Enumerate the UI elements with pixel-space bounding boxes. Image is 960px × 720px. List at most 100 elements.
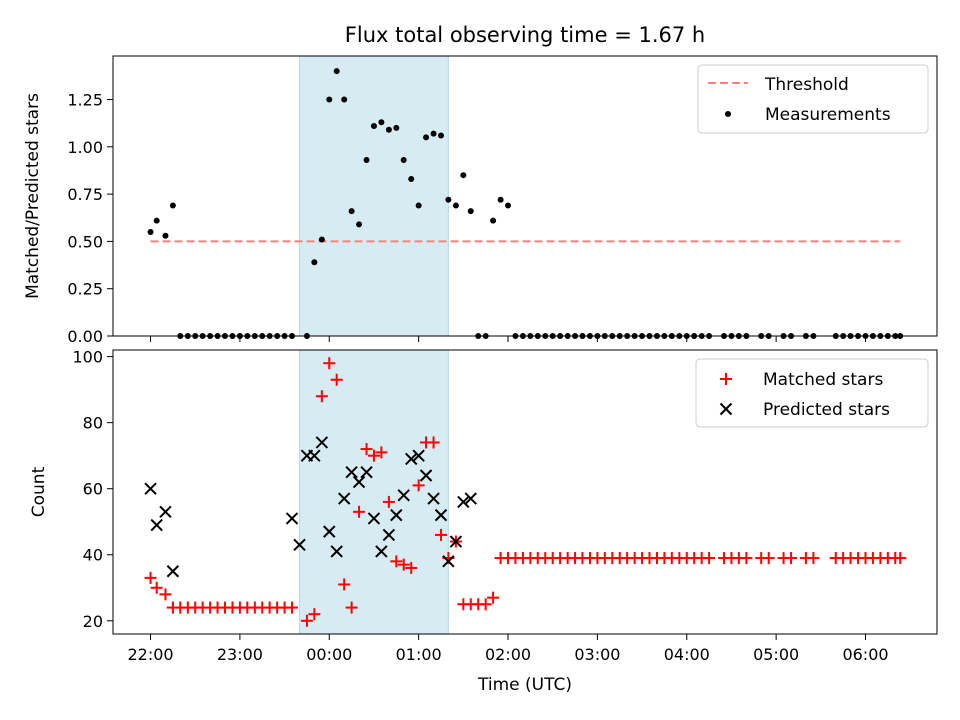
measurement-point bbox=[497, 196, 504, 203]
predicted-star-point bbox=[397, 489, 410, 502]
measurement-point bbox=[147, 228, 154, 235]
matched-star-point bbox=[367, 449, 380, 462]
matched-legend-swatch bbox=[720, 373, 732, 385]
bottom-x-tick-label: 06:00 bbox=[842, 645, 888, 664]
matched-star-point bbox=[323, 357, 336, 370]
measurement-point bbox=[437, 132, 444, 139]
bottom-legend-box bbox=[695, 358, 929, 428]
matched-star-point bbox=[144, 571, 157, 584]
matched-star-point bbox=[382, 495, 395, 508]
measurement-point bbox=[356, 221, 363, 228]
matched-star-point bbox=[390, 555, 403, 568]
matched-star-point bbox=[345, 601, 358, 614]
bottom-y-tick-label: 20 bbox=[83, 612, 103, 631]
matched-star-point bbox=[300, 614, 313, 627]
bottom-x-tick-label: 02:00 bbox=[485, 645, 531, 664]
top-y-tick-label: 0.75 bbox=[67, 185, 103, 204]
matched-star-point bbox=[740, 552, 753, 565]
measurement-point bbox=[430, 130, 437, 137]
matched-star-point bbox=[479, 598, 492, 611]
measurement-point bbox=[385, 126, 392, 133]
predicted-star-point bbox=[337, 492, 351, 505]
measurement-point bbox=[153, 217, 160, 224]
matched-star-point bbox=[427, 436, 440, 449]
predicted-star-point bbox=[419, 469, 433, 482]
top-x-ticks bbox=[150, 336, 867, 342]
predicted-star-point bbox=[382, 528, 396, 542]
measurement-point bbox=[169, 202, 176, 209]
matched-star-point bbox=[434, 528, 447, 541]
top-y-tick-label: 1.00 bbox=[67, 138, 103, 157]
measurement-point bbox=[460, 172, 467, 179]
predicted-star-point bbox=[434, 508, 448, 522]
measurement-point bbox=[318, 236, 325, 243]
predicted-star-point bbox=[449, 535, 463, 548]
measurement-point bbox=[363, 157, 370, 164]
measurement-point bbox=[393, 124, 400, 131]
predicted-star-point bbox=[144, 482, 157, 495]
top-axes-frame bbox=[112, 55, 938, 337]
chart-title: Flux total observing time = 1.67 h bbox=[345, 23, 705, 47]
matched-star-point bbox=[360, 443, 373, 456]
bottom-y-tick-label: 60 bbox=[83, 480, 103, 499]
top-y-tick-label: 0.50 bbox=[67, 232, 103, 251]
top-y-tick-label: 1.25 bbox=[67, 91, 103, 110]
bottom-y-axis: 20 40 60 80 100 bbox=[72, 348, 113, 631]
bottom-observing-window bbox=[299, 349, 449, 635]
predicted-star-point bbox=[412, 449, 425, 462]
bottom-x-axis: 22:00 23:00 00:00 01:00 02:00 03:00 04:00 05:00… bbox=[127, 634, 889, 664]
matched-star-point bbox=[338, 578, 351, 591]
predicted-star-point bbox=[352, 475, 366, 489]
bottom-panel: 20 40 60 80 100 22:00 23:00 00:00 01:00 02:00 03:… bbox=[29, 348, 938, 695]
matched-star-point bbox=[150, 581, 163, 594]
predicted-star-point bbox=[150, 518, 163, 532]
matched-star-point bbox=[315, 390, 328, 403]
matched-star-point bbox=[308, 608, 321, 621]
bottom-axes-frame bbox=[112, 349, 938, 635]
measurement-point bbox=[408, 175, 415, 182]
measurement-point bbox=[452, 202, 459, 209]
matched-star-point bbox=[703, 552, 716, 565]
bottom-y-tick-label: 100 bbox=[72, 348, 103, 367]
predicted-legend-swatch bbox=[719, 402, 733, 416]
measurements-legend-swatch bbox=[725, 111, 731, 117]
predicted-legend-label: Predicted stars bbox=[763, 400, 890, 420]
matched-star-point bbox=[762, 552, 775, 565]
matched-star-point bbox=[353, 505, 366, 518]
measurement-point bbox=[311, 259, 318, 266]
bottom-x-tick-label: 23:00 bbox=[217, 645, 263, 664]
matched-star-point bbox=[159, 588, 172, 601]
predicted-star-point bbox=[375, 545, 388, 558]
measurement-point bbox=[333, 68, 340, 75]
predicted-star-point bbox=[442, 555, 455, 568]
bottom-x-axis-label: Time (UTC) bbox=[477, 675, 572, 695]
bottom-x-tick-label: 03:00 bbox=[574, 645, 620, 664]
predicted-star-point bbox=[323, 525, 336, 538]
predicted-star-point bbox=[464, 492, 477, 505]
measurements-legend-label: Measurements bbox=[765, 105, 891, 125]
threshold-legend-label: Threshold bbox=[764, 75, 849, 95]
matched-star-point bbox=[785, 552, 798, 565]
matched-star-point bbox=[397, 558, 410, 571]
bottom-x-tick-label: 00:00 bbox=[306, 645, 352, 664]
predicted-star-point bbox=[308, 449, 321, 462]
bottom-y-tick-label: 40 bbox=[83, 546, 103, 565]
bottom-marks bbox=[144, 357, 907, 627]
top-y-tick-label: 0.00 bbox=[67, 327, 103, 346]
predicted-star-point bbox=[159, 505, 172, 519]
predicted-star-point bbox=[360, 465, 373, 479]
measurement-point bbox=[490, 217, 497, 224]
predicted-star-point bbox=[285, 512, 299, 525]
measurement-point bbox=[445, 196, 452, 203]
predicted-star-point bbox=[427, 492, 440, 505]
bottom-x-tick-label: 04:00 bbox=[664, 645, 710, 664]
matched-star-point bbox=[375, 446, 388, 459]
bottom-legend: Matched stars Predicted stars bbox=[695, 358, 929, 428]
measurement-point bbox=[423, 134, 430, 141]
measurement-point bbox=[162, 232, 169, 239]
top-legend-box bbox=[697, 64, 929, 134]
predicted-star-point bbox=[166, 565, 180, 578]
measurement-point bbox=[326, 96, 333, 103]
measurement-point bbox=[370, 123, 377, 129]
